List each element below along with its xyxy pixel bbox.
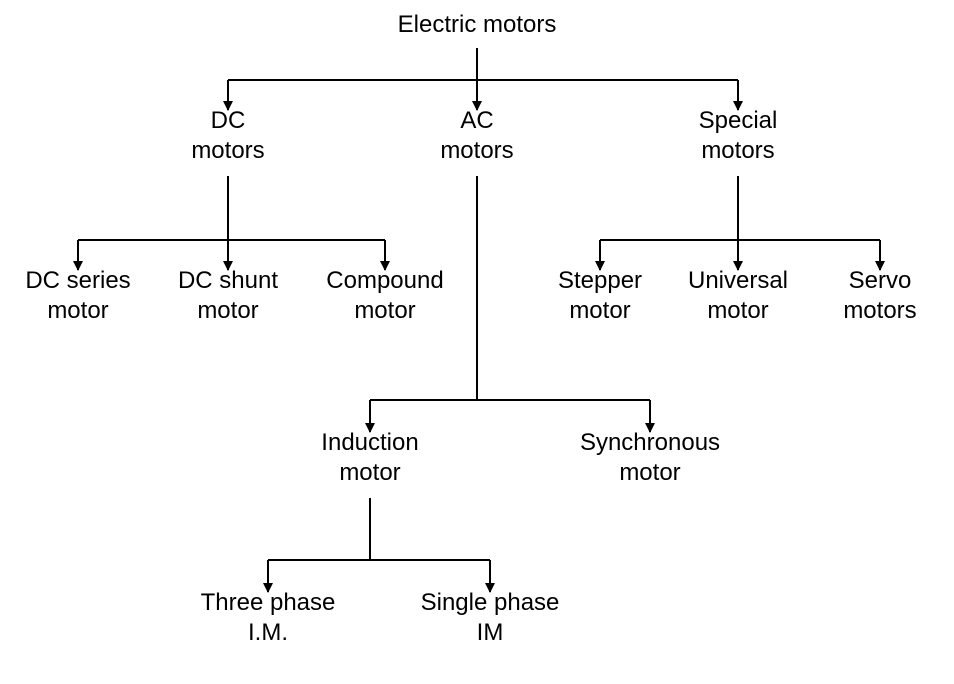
- node-dcshunt: DC shunt motor: [178, 267, 278, 324]
- node-compound: Compound motor: [326, 267, 443, 324]
- svg-text:IM: IM: [477, 619, 504, 646]
- svg-text:DC series: DC series: [25, 267, 130, 294]
- svg-text:Electric motors: Electric motors: [398, 11, 557, 38]
- node-universal: Universal motor: [688, 267, 788, 324]
- svg-text:motor: motor: [354, 297, 415, 324]
- node-induction: Induction motor: [321, 429, 418, 486]
- svg-text:motors: motors: [843, 297, 916, 324]
- svg-text:motor: motor: [619, 459, 680, 486]
- node-stepper: Stepper motor: [558, 267, 642, 324]
- svg-text:Single phase: Single phase: [421, 589, 560, 616]
- svg-text:motor: motor: [707, 297, 768, 324]
- svg-text:DC: DC: [211, 107, 246, 134]
- node-single: Single phase IM: [421, 589, 560, 646]
- svg-text:Universal: Universal: [688, 267, 788, 294]
- svg-text:AC: AC: [460, 107, 493, 134]
- svg-text:motors: motors: [191, 137, 264, 164]
- node-root: Electric motors: [398, 11, 557, 38]
- svg-text:Special: Special: [699, 107, 778, 134]
- node-sync: Synchronous motor: [580, 429, 720, 486]
- svg-text:Stepper: Stepper: [558, 267, 642, 294]
- motor-tree-diagram: Electric motors DC motors AC motors Special mo…: [0, 0, 954, 684]
- svg-text:Induction: Induction: [321, 429, 418, 456]
- svg-text:Servo: Servo: [849, 267, 912, 294]
- svg-text:motors: motors: [701, 137, 774, 164]
- svg-text:motors: motors: [440, 137, 513, 164]
- svg-text:motor: motor: [569, 297, 630, 324]
- svg-text:Synchronous: Synchronous: [580, 429, 720, 456]
- svg-text:motor: motor: [197, 297, 258, 324]
- svg-text:Compound: Compound: [326, 267, 443, 294]
- node-special: Special motors: [699, 107, 778, 164]
- svg-text:motor: motor: [47, 297, 108, 324]
- node-ac: AC motors: [440, 107, 513, 164]
- svg-text:DC shunt: DC shunt: [178, 267, 278, 294]
- node-dc: DC motors: [191, 107, 264, 164]
- svg-text:Three phase: Three phase: [201, 589, 336, 616]
- node-servo: Servo motors: [843, 267, 916, 324]
- node-three: Three phase I.M.: [201, 589, 336, 646]
- node-dcseries: DC series motor: [25, 267, 130, 324]
- svg-text:motor: motor: [339, 459, 400, 486]
- svg-text:I.M.: I.M.: [248, 619, 288, 646]
